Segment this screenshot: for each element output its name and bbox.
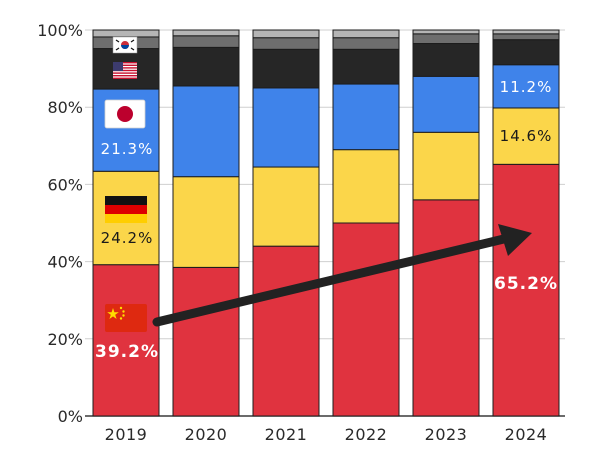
bar-segment bbox=[252, 29, 320, 39]
japan-flag-icon bbox=[104, 99, 146, 129]
bar-segment bbox=[252, 166, 320, 247]
bar-segment bbox=[492, 33, 560, 41]
bar-segment bbox=[492, 29, 560, 35]
bar-segment bbox=[252, 87, 320, 168]
usa-flag-icon bbox=[113, 62, 137, 79]
bar-segment bbox=[172, 29, 240, 37]
bar-segment bbox=[332, 222, 400, 417]
data-label-japan-2019: 21.3% bbox=[101, 140, 154, 158]
data-label-germany-2019: 24.2% bbox=[101, 229, 154, 247]
bar-segment bbox=[412, 131, 480, 201]
bar-segment bbox=[332, 48, 400, 85]
y-tick-label: 100% bbox=[37, 21, 83, 40]
bar-segment bbox=[172, 176, 240, 268]
grid-lines bbox=[85, 29, 565, 417]
korea-flag-icon bbox=[112, 36, 138, 54]
bar-segment bbox=[412, 43, 480, 77]
data-label-china-2024: 65.2% bbox=[494, 274, 558, 294]
bar-segment bbox=[332, 29, 400, 39]
data-label-germany-2024: 14.6% bbox=[500, 127, 553, 145]
x-tick-label: 2024 bbox=[505, 425, 548, 444]
y-tick-label: 80% bbox=[47, 98, 83, 117]
x-tick-label: 2020 bbox=[185, 425, 228, 444]
y-tick-label: 40% bbox=[47, 253, 83, 272]
trend-arrow-icon bbox=[152, 224, 532, 327]
y-tick-label: 0% bbox=[58, 407, 83, 426]
bar-segment bbox=[332, 149, 400, 224]
x-axis: 2019 2020 2021 2022 2023 2024 bbox=[105, 425, 548, 444]
data-label-china-2019: 39.2% bbox=[95, 342, 159, 362]
germany-flag-icon bbox=[105, 196, 147, 223]
bar-segment bbox=[252, 48, 320, 89]
y-axis: 0% 20% 40% 60% 80% 100% bbox=[37, 21, 83, 426]
bar-segment bbox=[332, 37, 400, 50]
bar-segment bbox=[412, 75, 480, 133]
data-label-japan-2024: 11.2% bbox=[500, 78, 553, 96]
bar-segment bbox=[412, 199, 480, 417]
bar-segment bbox=[172, 85, 240, 178]
y-tick-label: 60% bbox=[47, 175, 83, 194]
bar-segment bbox=[92, 29, 160, 38]
x-tick-label: 2023 bbox=[425, 425, 468, 444]
bar-segment bbox=[92, 264, 160, 417]
x-tick-label: 2022 bbox=[345, 425, 388, 444]
bar-segment bbox=[172, 266, 240, 417]
bar-segment bbox=[492, 64, 560, 109]
bars bbox=[92, 29, 560, 417]
x-tick-label: 2019 bbox=[105, 425, 148, 444]
bar-segment bbox=[172, 35, 240, 48]
bar-segment bbox=[412, 33, 480, 45]
bar-segment bbox=[172, 46, 240, 87]
y-tick-label: 20% bbox=[47, 330, 83, 349]
bar-segment bbox=[92, 170, 160, 266]
china-flag-icon bbox=[105, 304, 147, 332]
x-tick-label: 2021 bbox=[265, 425, 308, 444]
bar-segment bbox=[252, 245, 320, 417]
bar-segment bbox=[492, 39, 560, 66]
bar-segment bbox=[412, 29, 480, 35]
bar-segment bbox=[332, 83, 400, 151]
bar-segment bbox=[252, 37, 320, 50]
